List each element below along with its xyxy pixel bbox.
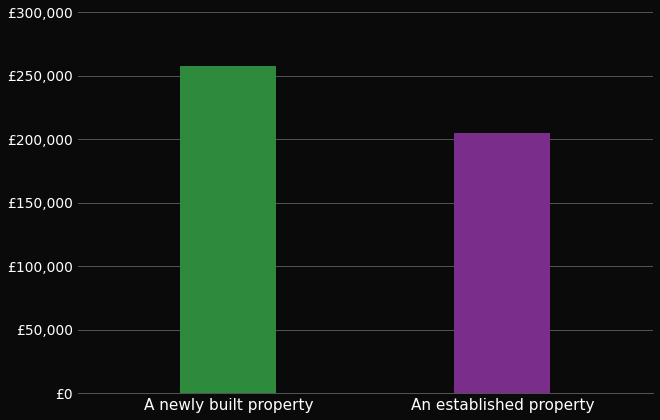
Bar — [455, 133, 550, 393]
Bar — [180, 66, 277, 393]
